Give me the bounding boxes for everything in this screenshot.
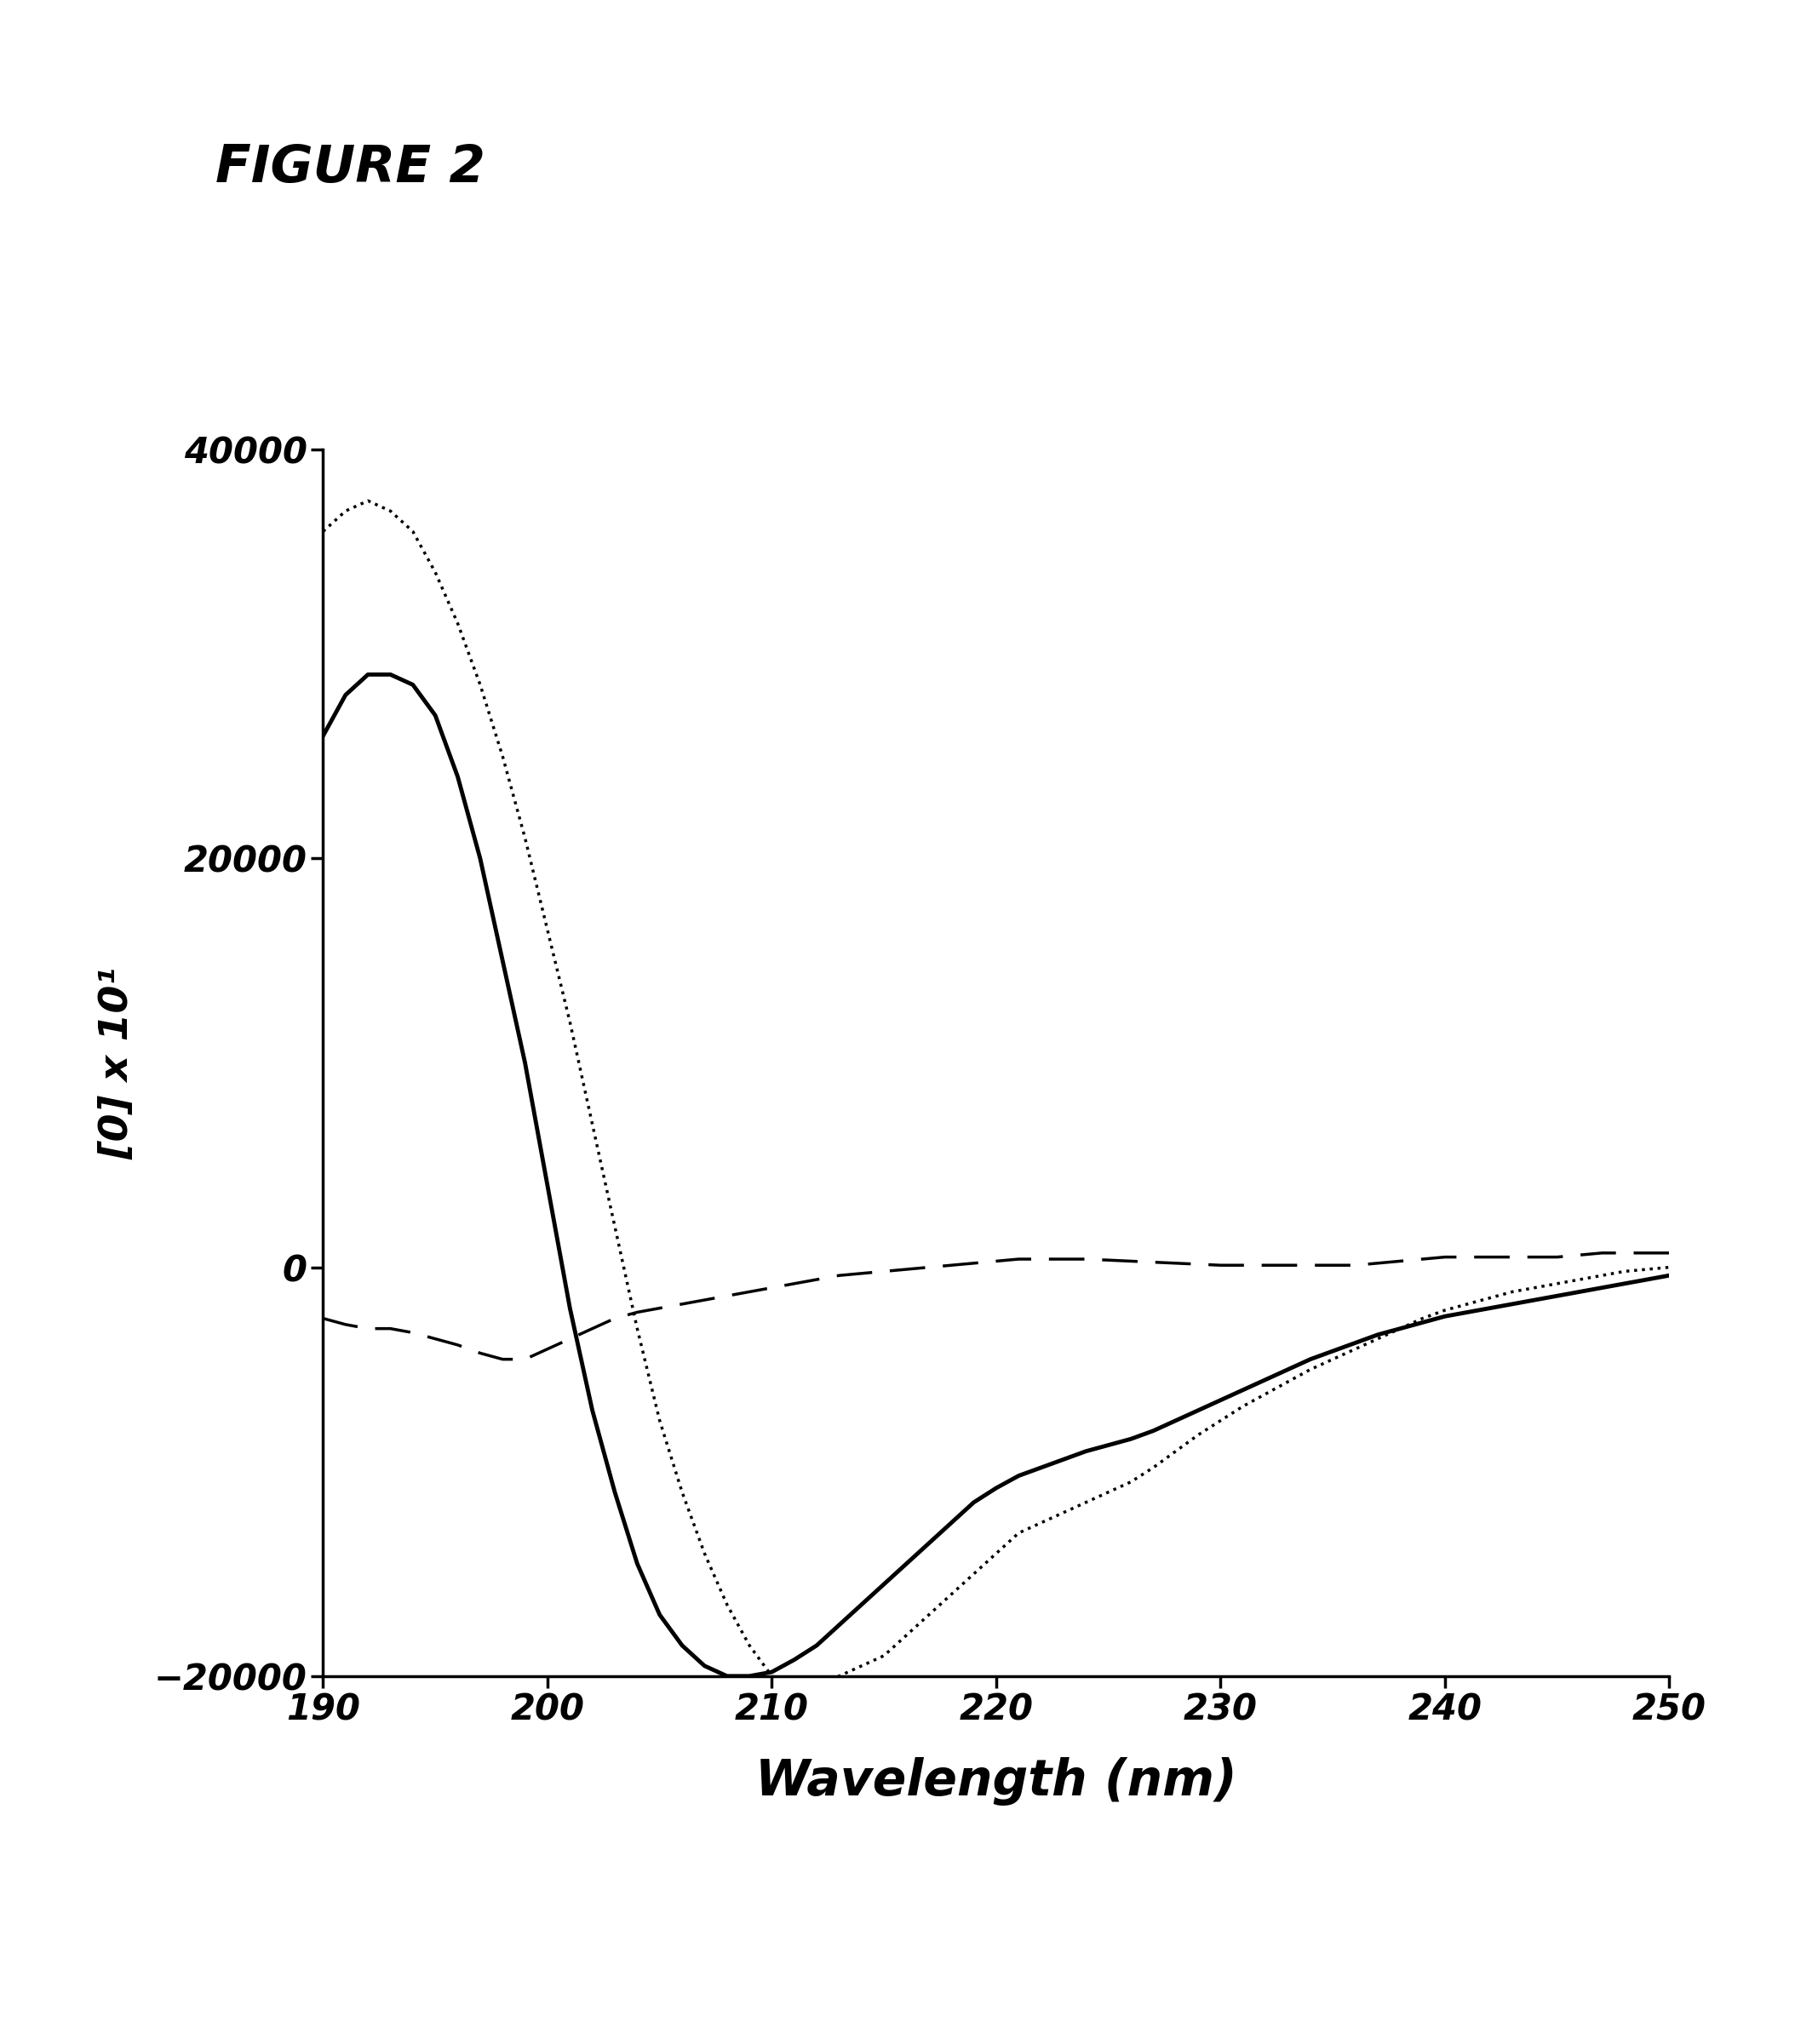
Text: FIGURE 2: FIGURE 2: [215, 143, 485, 194]
X-axis label: Wavelength (nm): Wavelength (nm): [756, 1758, 1237, 1807]
Y-axis label: [0] x 10¹: [0] x 10¹: [99, 967, 136, 1159]
